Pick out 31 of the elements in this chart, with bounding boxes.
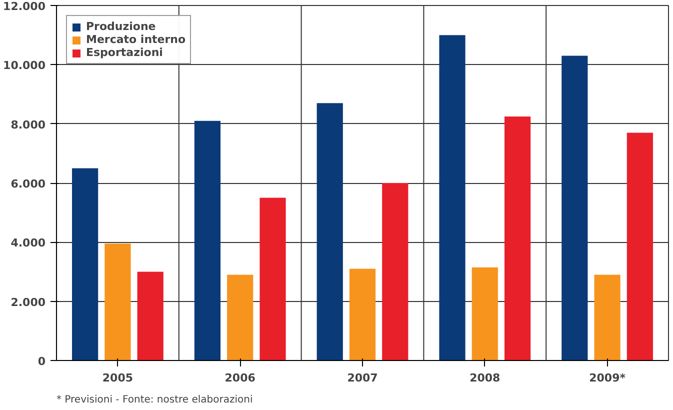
x-tick-label: 2007	[347, 372, 378, 384]
text: * Previsioni - Fonte: nostre elaborazioni	[56, 394, 253, 406]
bar	[382, 183, 408, 360]
bar	[137, 272, 164, 360]
x-tick-label: 2008	[470, 372, 500, 384]
bar	[194, 120, 221, 360]
legend-label: Produzione	[86, 20, 156, 33]
x-tick-label: 2005	[102, 372, 134, 384]
bar	[626, 132, 653, 360]
x-tick-label: 2009*	[589, 372, 626, 384]
bar	[472, 267, 498, 360]
bar	[104, 244, 131, 360]
legend-label: Esportazioni	[86, 46, 163, 59]
y-tick-label: 2.000	[10, 296, 46, 309]
bar	[562, 56, 588, 360]
y-tick-label: 12.000	[3, 0, 46, 13]
bar	[439, 35, 466, 360]
bar	[260, 198, 286, 360]
y-tick-label: 8.000	[10, 118, 46, 132]
y-tick-label: 0	[38, 355, 46, 368]
bar	[72, 168, 98, 360]
bar	[504, 116, 531, 360]
y-tick-label: 6.000	[10, 178, 46, 190]
bar	[227, 274, 254, 360]
bar	[594, 274, 620, 360]
bar	[316, 103, 343, 360]
y-tick-label: 4.000	[10, 236, 46, 250]
x-tick-label: 2006	[224, 372, 256, 384]
legend-label: Mercato interno	[86, 33, 186, 46]
bar	[349, 268, 376, 360]
y-tick-label: 10.000	[3, 59, 46, 72]
